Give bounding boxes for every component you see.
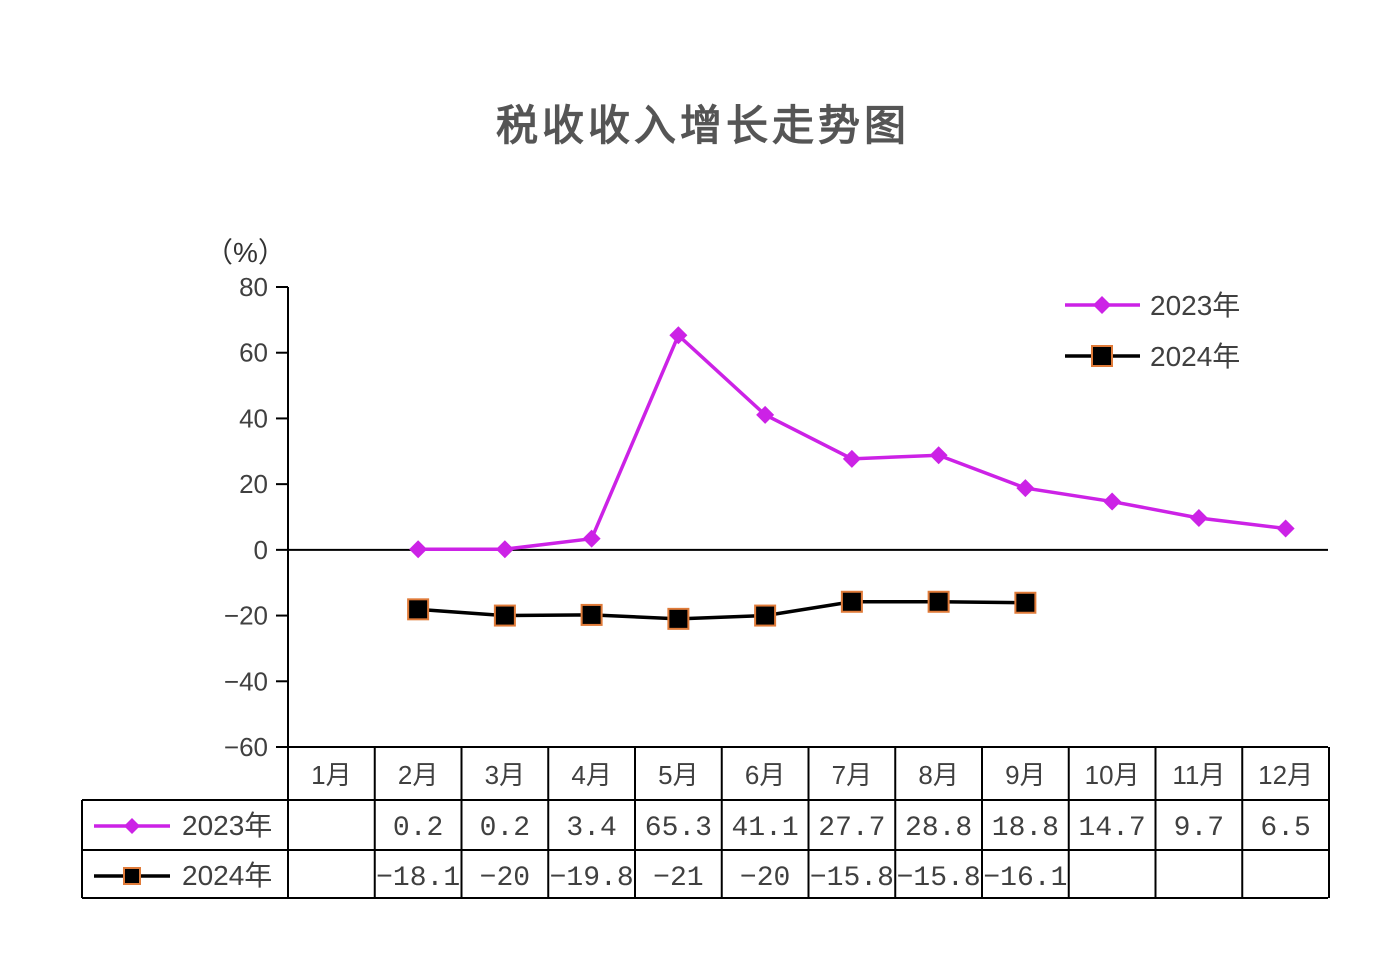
point-marker <box>929 446 948 465</box>
point-marker <box>1093 296 1111 314</box>
month-label: 2月 <box>398 760 438 790</box>
table-cell-value: 18.8 <box>992 813 1059 844</box>
legend: 2023年 2024年 <box>1065 290 1240 372</box>
point-marker <box>123 867 141 885</box>
point-marker <box>927 590 950 613</box>
y-tick-label: −60 <box>224 732 268 762</box>
table-cell-value: 41.1 <box>732 813 799 844</box>
month-label: 12月 <box>1258 760 1313 790</box>
month-label: 11月 <box>1172 760 1225 790</box>
data-table: 1月 2月 3月 4月 5月 6月 7月 8月 9月 10月 11月 12月 2023年 0.2 0.2 3.… <box>81 746 1330 899</box>
month-label: 1月 <box>311 760 351 790</box>
point-marker <box>840 590 863 613</box>
y-tick-label: 40 <box>239 403 268 433</box>
table-cell-value: −21 <box>653 863 703 894</box>
y-axis-unit-label: （%） <box>205 237 286 268</box>
month-label: 8月 <box>918 760 958 790</box>
point-marker <box>1103 492 1122 511</box>
point-marker <box>495 540 514 559</box>
month-label: 10月 <box>1085 760 1140 790</box>
series-line <box>417 600 1026 621</box>
y-tick-label: 0 <box>254 535 268 565</box>
y-tick-label: −20 <box>224 601 268 631</box>
table-cell-value: 6.5 <box>1260 813 1310 844</box>
point-marker <box>1276 519 1295 538</box>
table-cell-value: 27.7 <box>818 813 885 844</box>
table-series-name: 2023年 <box>182 810 272 841</box>
y-tick-label: 80 <box>239 272 268 302</box>
table-cell-value: 0.2 <box>393 813 443 844</box>
table-cell-value: 14.7 <box>1079 813 1146 844</box>
table-series-name: 2024年 <box>182 860 272 891</box>
table-cell-value: −18.1 <box>376 863 460 894</box>
table-cell-value: 0.2 <box>480 813 530 844</box>
y-tick-label: 20 <box>239 469 268 499</box>
month-label: 5月 <box>658 760 698 790</box>
legend-label: 2023年 <box>1150 290 1240 321</box>
month-label: 3月 <box>485 760 525 790</box>
point-marker <box>124 818 140 834</box>
month-label: 4月 <box>571 760 611 790</box>
point-marker <box>407 598 430 621</box>
point-marker <box>580 603 603 626</box>
table-cell-value: 28.8 <box>905 813 972 844</box>
axes: 80 60 40 20 0 −20 −40 −60 <box>224 272 1328 762</box>
point-marker <box>493 604 516 627</box>
table-cell-value: −19.8 <box>550 863 634 894</box>
y-tick-label: −40 <box>224 666 268 696</box>
table-cell-value: −16.1 <box>983 863 1067 894</box>
series-lines <box>407 326 1295 630</box>
point-marker <box>756 405 775 424</box>
month-label: 9月 <box>1005 760 1045 790</box>
point-marker <box>1016 479 1035 498</box>
table-cell-value: −20 <box>480 863 530 894</box>
table-cell-value: 3.4 <box>566 813 616 844</box>
table-cell-value: −15.8 <box>810 863 894 894</box>
legend-label: 2024年 <box>1150 341 1240 372</box>
table-cell-value: 65.3 <box>645 813 712 844</box>
point-marker <box>1091 345 1113 367</box>
chart-title: 税收收入增长走势图 <box>495 101 910 150</box>
y-tick-label: 60 <box>239 338 268 368</box>
point-marker <box>667 607 690 630</box>
point-marker <box>754 604 777 627</box>
point-marker <box>669 326 688 345</box>
table-cell-value: −20 <box>740 863 790 894</box>
point-marker <box>409 540 428 559</box>
table-cell-value: −15.8 <box>897 863 981 894</box>
point-marker <box>582 529 601 548</box>
point-marker <box>1014 591 1037 614</box>
point-marker <box>842 449 861 468</box>
month-label: 6月 <box>745 760 785 790</box>
point-marker <box>1189 508 1208 527</box>
table-cell-value: 9.7 <box>1174 813 1224 844</box>
month-label: 7月 <box>832 760 872 790</box>
